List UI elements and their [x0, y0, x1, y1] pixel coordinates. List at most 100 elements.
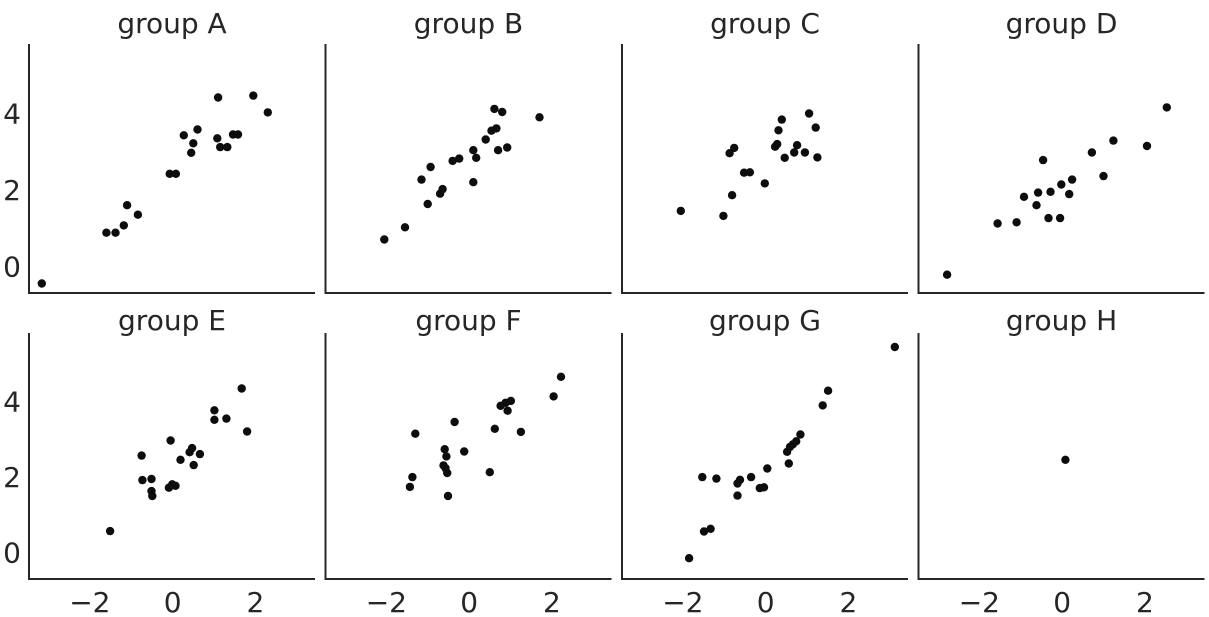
y-tick-label: 0 [3, 250, 21, 283]
data-point [790, 148, 799, 157]
data-point [777, 115, 786, 124]
x-tick-label: −2 [366, 586, 407, 617]
data-point [189, 460, 198, 470]
data-point [712, 474, 721, 483]
facet-title: group C [710, 7, 820, 40]
data-point [440, 445, 449, 454]
data-point [800, 148, 810, 157]
data-point [516, 427, 526, 437]
data-point [213, 93, 223, 102]
facet-title: group H [1006, 304, 1117, 337]
data-point [811, 123, 820, 132]
y-tick-label: 4 [3, 98, 21, 131]
data-point [804, 109, 814, 118]
data-point [179, 131, 188, 140]
data-point [222, 414, 231, 423]
data-point [1142, 141, 1152, 151]
data-point [469, 146, 478, 155]
facet-panel-group-h: group H −2 0 2 [917, 304, 1205, 617]
y-tick-label: 2 [3, 174, 21, 207]
data-point [823, 386, 833, 395]
facet-panel-group-g: group G −2 0 2 [621, 304, 908, 617]
data-point [1019, 192, 1029, 201]
data-point [187, 148, 196, 157]
facet-title: group B [414, 7, 523, 40]
data-point [223, 142, 232, 152]
data-point [249, 91, 258, 100]
data-point [166, 436, 175, 445]
data-point [493, 146, 503, 155]
data-point [684, 554, 694, 563]
data-point [763, 464, 772, 473]
data-point [171, 169, 181, 178]
data-point [460, 447, 469, 456]
data-point [1065, 189, 1074, 199]
data-point [719, 211, 728, 221]
data-point [549, 392, 558, 401]
data-point [746, 472, 756, 482]
x-tick-label: −2 [662, 586, 703, 617]
data-point [699, 527, 709, 536]
facet-panel-group-e: group E 0 2 4 −2 0 2 [3, 304, 315, 617]
data-point [237, 384, 246, 393]
data-point [216, 142, 225, 152]
data-point [706, 524, 715, 533]
data-point [242, 427, 252, 436]
data-point [119, 221, 128, 230]
data-point [1057, 180, 1066, 189]
data-point [195, 449, 205, 459]
data-point [1087, 148, 1097, 157]
data-point [780, 153, 789, 162]
data-point [426, 162, 435, 172]
data-point [1067, 175, 1077, 184]
data-point [210, 406, 219, 415]
x-tick-label: 0 [460, 586, 478, 617]
data-point [102, 228, 111, 237]
facet-title: group G [709, 304, 821, 337]
facet-title: group E [118, 304, 226, 337]
data-point [492, 124, 501, 133]
data-point [1061, 455, 1070, 464]
data-point [176, 455, 185, 464]
data-point [1032, 201, 1041, 210]
data-point [171, 481, 180, 490]
x-tick-label: 2 [839, 586, 857, 617]
data-point [148, 491, 157, 501]
data-point [438, 184, 447, 194]
data-point [733, 491, 742, 500]
facet-title: group A [117, 7, 226, 40]
data-point [1038, 155, 1048, 165]
data-point [405, 482, 415, 492]
data-point [263, 108, 272, 117]
data-point [1162, 103, 1172, 112]
data-point [105, 526, 115, 536]
x-tick-label: 0 [1053, 586, 1071, 617]
data-point [727, 191, 737, 200]
data-point [423, 199, 432, 209]
facet-panel-group-d: group D [917, 7, 1205, 294]
x-tick-label: −2 [959, 586, 1000, 617]
data-point [187, 443, 197, 453]
data-point [193, 125, 202, 134]
data-point [1099, 171, 1108, 181]
data-point [556, 372, 566, 381]
data-point [37, 279, 46, 288]
data-point [506, 396, 516, 406]
data-point [138, 475, 147, 485]
x-tick-label: 2 [246, 586, 264, 617]
data-point [773, 139, 782, 149]
data-point [759, 483, 769, 492]
data-point [1044, 213, 1053, 223]
data-point [735, 475, 745, 484]
data-point [730, 143, 739, 153]
data-point [745, 168, 755, 177]
data-point [1046, 187, 1055, 196]
data-point [469, 178, 478, 187]
data-point [1055, 213, 1065, 223]
data-point [111, 228, 120, 237]
data-point [189, 139, 198, 148]
data-point [481, 135, 490, 144]
facet-title: group F [415, 304, 521, 337]
